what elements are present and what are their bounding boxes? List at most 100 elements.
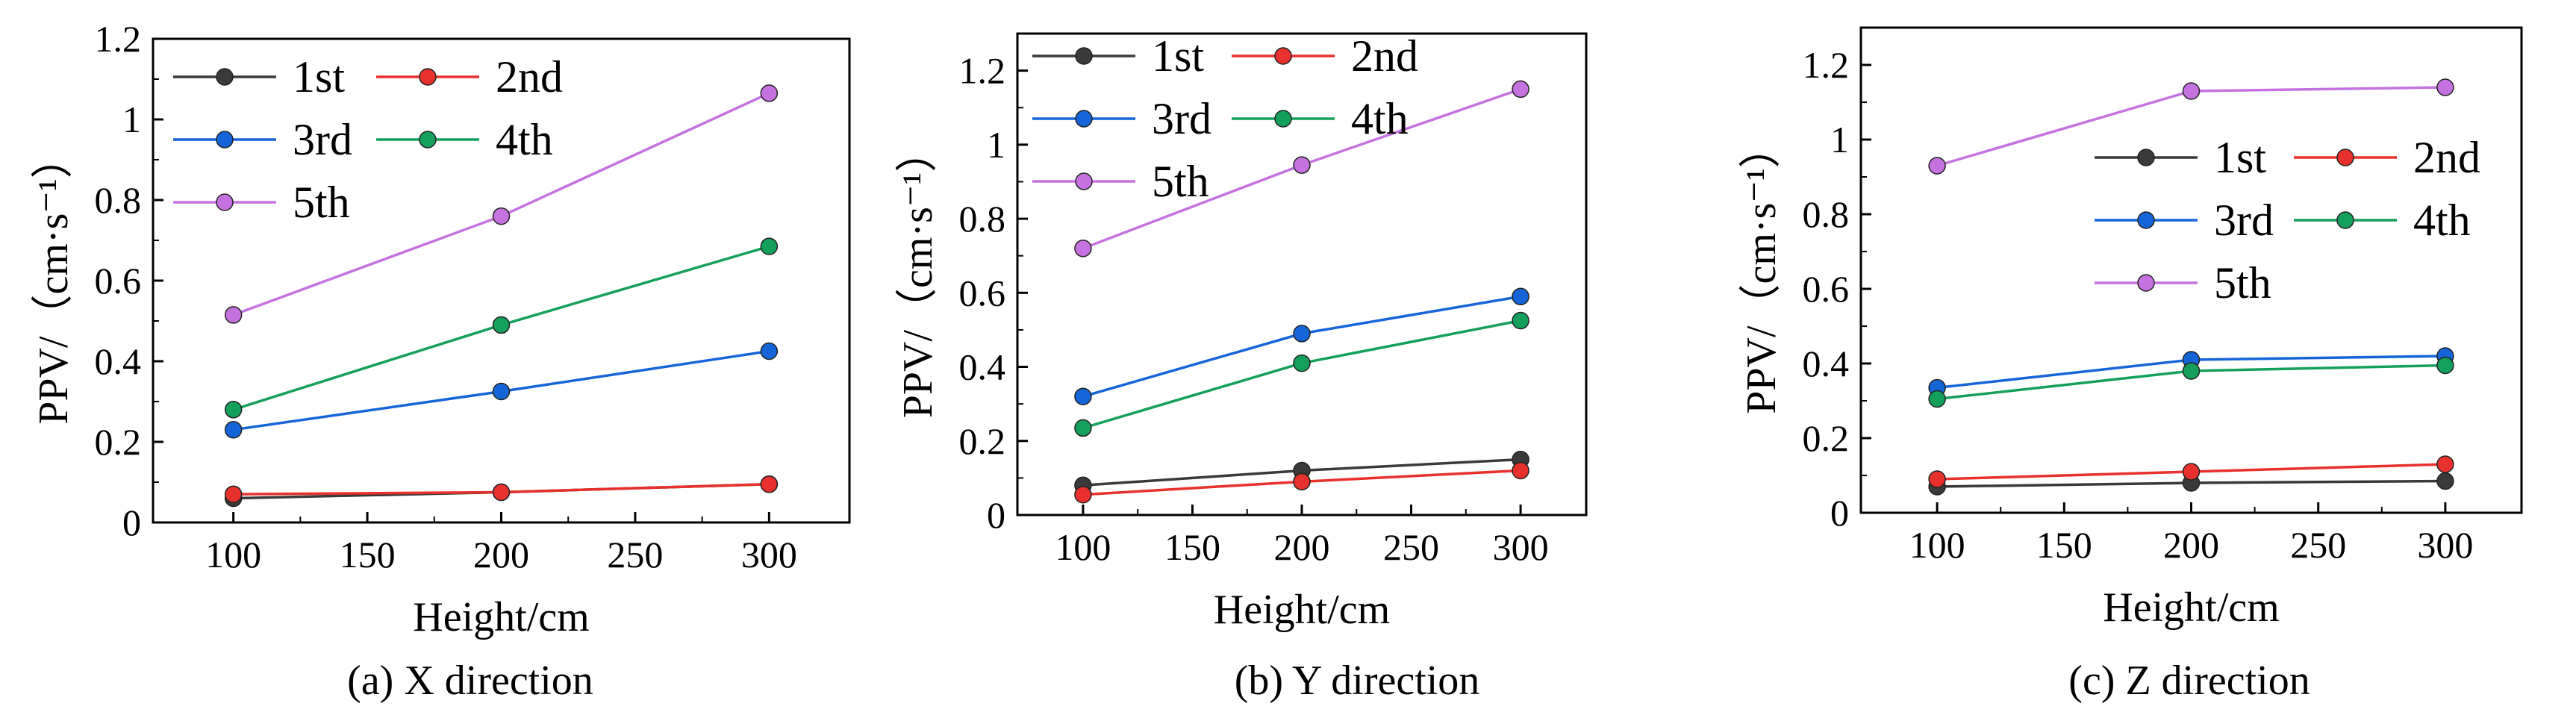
legend-marker-5th: [1075, 172, 1093, 190]
plot-frame: [1016, 32, 1588, 516]
y-tick-label: 1.2: [95, 18, 142, 60]
panel-caption: (c) Z direction: [2068, 658, 2310, 704]
legend-label-2nd: 2nd: [2413, 133, 2480, 182]
legend-marker-1st: [1075, 47, 1093, 65]
y-tick-label: 1.2: [1803, 44, 1850, 86]
chart-panel-1: 0 0.2 0.4 0.6 0.8 1 1.2 100 150 200 250 300 Height/c…: [31, 18, 851, 704]
data-point-3rd: [492, 382, 511, 401]
data-point-5th: [1512, 80, 1529, 99]
data-point-3rd: [1512, 287, 1529, 306]
data-point-4th: [2182, 362, 2201, 380]
x-tick-label: 100: [1055, 526, 1111, 568]
data-point-5th: [2182, 82, 2201, 100]
x-tick-label: 100: [205, 534, 261, 575]
legend-label-4th: 4th: [496, 115, 553, 164]
y-tick-label: 0.4: [95, 340, 142, 382]
legend-label-3rd: 3rd: [2214, 196, 2274, 245]
legend-label-4th: 4th: [2413, 196, 2471, 245]
data-point-4th: [2436, 356, 2454, 375]
y-tick-label: 1: [122, 99, 141, 140]
x-axis-title: Height/cm: [413, 594, 589, 640]
data-point-5th: [492, 207, 511, 225]
data-point-4th: [492, 316, 511, 334]
data-point-3rd: [760, 342, 779, 360]
panel-caption: (a) X direction: [347, 658, 593, 704]
legend-label-1st: 1st: [1152, 31, 1204, 81]
legend-marker-3rd: [1075, 110, 1093, 128]
data-point-5th: [1074, 240, 1092, 258]
y-axis-title: PPV/（cm·s⁻¹）: [31, 137, 77, 425]
x-tick-label: 150: [340, 534, 396, 575]
x-tick-label: 100: [1909, 524, 1965, 566]
data-point-4th: [1512, 311, 1529, 330]
legend-marker-3rd: [216, 131, 234, 149]
legend-marker-2nd: [419, 68, 437, 86]
data-point-5th: [224, 306, 243, 324]
legend-marker-1st: [216, 68, 234, 86]
data-point-5th: [2436, 78, 2454, 96]
data-point-2nd: [1293, 472, 1311, 491]
x-axis-title: Height/cm: [1214, 587, 1390, 633]
y-tick-label: 0: [122, 502, 141, 543]
x-tick-label: 300: [2417, 524, 2473, 566]
data-point-2nd: [2436, 455, 2454, 473]
data-point-2nd: [1928, 470, 1946, 488]
legend-label-5th: 5th: [2214, 258, 2271, 308]
data-point-5th: [1293, 156, 1311, 174]
y-tick-label: 0.4: [959, 346, 1006, 388]
data-point-2nd: [760, 475, 779, 493]
legend-marker-2nd: [1274, 47, 1292, 65]
data-point-4th: [760, 237, 779, 255]
data-point-3rd: [1293, 325, 1311, 343]
y-tick-label: 1.2: [959, 50, 1006, 92]
y-tick-label: 0.6: [1803, 268, 1850, 310]
y-axis-title: PPV/（cm·s⁻¹）: [1738, 126, 1785, 414]
y-tick-label: 0.2: [1803, 417, 1850, 459]
data-point-3rd: [1074, 387, 1092, 405]
y-tick-label: 0.6: [959, 272, 1006, 313]
x-tick-label: 150: [2036, 524, 2092, 566]
data-point-1st: [2436, 472, 2454, 490]
plot-frame: [152, 37, 851, 524]
data-point-2nd: [224, 485, 243, 503]
data-point-4th: [1074, 419, 1092, 437]
x-tick-label: 150: [1164, 526, 1220, 568]
y-tick-label: 1: [1830, 119, 1849, 160]
x-tick-label: 300: [741, 534, 797, 575]
legend-marker-4th: [2336, 211, 2354, 229]
legend-marker-3rd: [2137, 211, 2155, 229]
y-tick-label: 0: [1830, 492, 1849, 534]
legend-marker-4th: [419, 131, 437, 149]
legend-label-4th: 4th: [1351, 94, 1409, 143]
legend-marker-1st: [2137, 149, 2155, 166]
data-point-2nd: [2182, 463, 2201, 481]
series-line-3rd: [1082, 295, 1521, 398]
data-point-2nd: [1512, 461, 1529, 480]
chart-panel-2: 0 0.2 0.4 0.6 0.8 1 1.2 100 150 200 250 300 Height/c…: [895, 31, 1588, 704]
data-point-5th: [1928, 157, 1946, 175]
legend-marker-4th: [1274, 110, 1292, 128]
legend-label-1st: 1st: [2214, 133, 2266, 182]
y-tick-label: 1: [987, 124, 1005, 166]
x-tick-label: 250: [607, 534, 663, 575]
legend-label-3rd: 3rd: [293, 115, 352, 164]
data-point-4th: [224, 401, 243, 419]
x-tick-label: 250: [2290, 524, 2346, 566]
legend-label-1st: 1st: [293, 52, 345, 102]
data-point-2nd: [1074, 485, 1092, 504]
x-tick-label: 200: [1274, 526, 1330, 568]
y-tick-label: 0.2: [95, 421, 142, 463]
y-tick-label: 0: [987, 494, 1005, 536]
x-tick-label: 200: [473, 534, 529, 575]
legend-label-3rd: 3rd: [1152, 94, 1211, 143]
plot-frame: [1859, 26, 2523, 514]
y-tick-label: 0.2: [959, 420, 1006, 462]
x-tick-label: 300: [1493, 526, 1549, 568]
legend-label-5th: 5th: [1152, 157, 1209, 206]
legend-marker-5th: [216, 193, 234, 211]
legend-marker-5th: [2137, 274, 2155, 292]
y-axis-title: PPV/（cm·s⁻¹）: [895, 131, 941, 419]
y-tick-label: 0.8: [95, 179, 142, 221]
legend-label-5th: 5th: [293, 178, 350, 227]
